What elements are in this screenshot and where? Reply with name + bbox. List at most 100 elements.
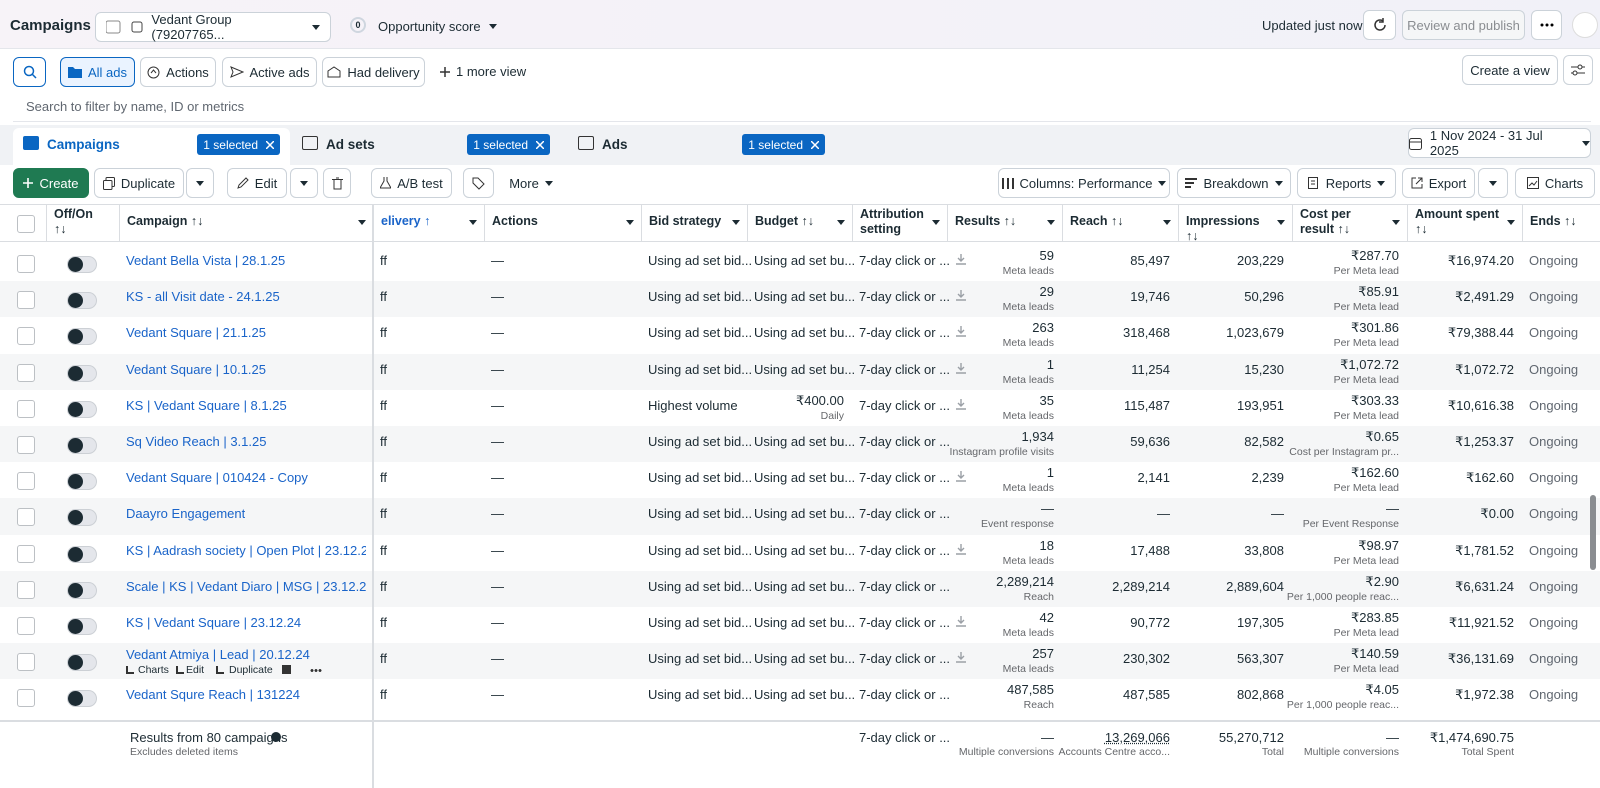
edit-menu[interactable] — [290, 168, 318, 198]
level-tab[interactable]: Campaigns 1 selected — [13, 128, 290, 165]
column-menu-caret[interactable] — [1277, 220, 1285, 225]
duplicate-button[interactable]: Duplicate — [94, 168, 184, 198]
column-menu-caret[interactable] — [1047, 220, 1055, 225]
toggle[interactable] — [67, 400, 97, 418]
campaign-link[interactable]: Vedant Squre Reach | 131224 — [126, 687, 300, 703]
column-header[interactable]: Campaign ↑↓ — [119, 205, 373, 241]
campaign-link[interactable]: KS | Vedant Square | 8.1.25 — [126, 397, 287, 413]
row-action[interactable]: Charts — [138, 664, 169, 677]
toggle[interactable] — [67, 618, 97, 635]
column-header[interactable]: Reach ↑↓ — [1062, 205, 1178, 241]
column-header[interactable]: Ends ↑↓ — [1522, 205, 1600, 241]
selected-chip[interactable]: 1 selected — [197, 134, 280, 155]
row-checkbox[interactable] — [17, 327, 35, 346]
edit-button[interactable]: Edit — [227, 168, 287, 198]
create-button[interactable]: Create — [13, 168, 89, 198]
export-button[interactable]: Export — [1402, 168, 1475, 198]
column-header[interactable]: Amount spent ↑↓ — [1407, 205, 1522, 241]
row-checkbox[interactable] — [17, 291, 35, 310]
campaign-link[interactable]: Scale | KS | Vedant Diaro | MSG | 23.12.… — [126, 578, 366, 594]
row-checkbox[interactable] — [17, 436, 35, 454]
clear-icon[interactable] — [535, 138, 545, 152]
charts-button[interactable]: Charts — [1515, 168, 1595, 198]
toggle[interactable] — [67, 292, 97, 310]
column-header[interactable]: Bid strategy — [641, 205, 747, 241]
view-tab[interactable]: Actions — [140, 57, 216, 87]
delete-button[interactable] — [323, 168, 351, 198]
campaign-link[interactable]: Vedant Square | 10.1.25 — [126, 361, 266, 377]
row-checkbox[interactable] — [17, 580, 35, 599]
header-checkbox[interactable] — [17, 215, 35, 233]
campaign-link[interactable]: KS | Aadrash society | Open Plot | 23.12… — [126, 542, 366, 558]
campaign-link[interactable]: KS | Vedant Square | 23.12.24 — [126, 615, 302, 630]
column-menu-caret[interactable] — [932, 220, 940, 225]
column-menu-caret[interactable] — [469, 220, 477, 225]
view-tab[interactable]: All ads — [60, 57, 135, 87]
column-header[interactable]: Attribution setting — [852, 205, 947, 241]
refresh-button[interactable] — [1363, 10, 1396, 40]
search-input[interactable]: Search to filter by name, ID or metrics — [13, 94, 1591, 122]
opportunity-score[interactable]: Opportunity score — [378, 19, 497, 34]
row-checkbox[interactable] — [17, 472, 35, 491]
review-publish-button[interactable]: Review and publish — [1402, 10, 1525, 40]
selected-chip[interactable]: 1 selected — [467, 134, 550, 155]
row-checkbox[interactable] — [17, 255, 35, 273]
toggle[interactable] — [67, 473, 97, 491]
selected-chip[interactable]: 1 selected — [742, 134, 825, 155]
more-button[interactable] — [1531, 10, 1562, 40]
avatar[interactable] — [1572, 12, 1598, 38]
row-checkbox[interactable] — [17, 617, 35, 635]
column-menu-caret[interactable] — [358, 220, 366, 225]
search-button[interactable] — [13, 57, 46, 87]
create-view-button[interactable]: Create a view — [1462, 55, 1558, 85]
column-menu-caret[interactable] — [626, 220, 634, 225]
column-menu-caret[interactable] — [732, 220, 740, 225]
clear-icon[interactable] — [810, 138, 820, 152]
column-header[interactable]: elivery ↑ — [373, 205, 484, 241]
row-checkbox[interactable] — [17, 399, 35, 418]
toggle[interactable] — [67, 364, 97, 382]
duplicate-menu[interactable] — [186, 168, 214, 198]
campaign-link[interactable]: Sq Video Reach | 3.1.25 — [126, 434, 267, 449]
campaign-link[interactable]: Vedant Square | 010424 - Copy — [126, 470, 308, 486]
ab-test-button[interactable]: A/B test — [371, 168, 452, 198]
column-menu-caret[interactable] — [1163, 220, 1171, 225]
more-menu[interactable]: More — [502, 168, 560, 198]
column-header[interactable]: Cost per result ↑↓ — [1292, 205, 1407, 241]
toggle[interactable] — [67, 581, 97, 599]
toggle[interactable] — [67, 328, 97, 346]
toggle[interactable] — [67, 509, 97, 527]
toggle[interactable] — [67, 690, 97, 708]
toggle[interactable] — [67, 654, 97, 672]
reports-button[interactable]: Reports — [1297, 168, 1396, 198]
row-checkbox[interactable] — [17, 689, 35, 708]
row-action[interactable]: Duplicate — [229, 664, 273, 677]
campaign-link[interactable]: Vedant Atmiya | Lead | 20.12.24 — [126, 647, 310, 663]
column-header[interactable]: Off/On ↑↓ — [46, 205, 119, 241]
export-menu[interactable] — [1478, 168, 1508, 198]
more-views[interactable]: 1 more view — [440, 64, 526, 79]
column-header[interactable]: Results ↑↓ — [947, 205, 1062, 241]
column-menu-caret[interactable] — [1507, 220, 1515, 225]
date-picker[interactable]: 1 Nov 2024 - 31 Jul 2025 — [1408, 128, 1591, 158]
breakdown-button[interactable]: Breakdown — [1177, 168, 1291, 198]
row-checkbox[interactable] — [17, 508, 35, 527]
toggle[interactable] — [67, 545, 97, 563]
more-dots[interactable] — [310, 669, 322, 673]
clear-icon[interactable] — [265, 138, 275, 152]
columns-button[interactable]: Columns: Performance — [998, 168, 1170, 198]
view-tab[interactable]: Had delivery — [322, 57, 425, 87]
row-checkbox[interactable] — [17, 544, 35, 563]
tag-button[interactable] — [463, 168, 494, 198]
campaign-link[interactable]: KS - all Visit date - 24.1.25 — [126, 289, 280, 305]
settings-button[interactable] — [1563, 55, 1593, 85]
campaign-link[interactable]: Daayro Engagement — [126, 506, 246, 522]
toggle[interactable] — [67, 437, 97, 454]
level-tab[interactable]: Ads 1 selected — [568, 128, 835, 165]
row-checkbox[interactable] — [17, 653, 35, 672]
row-action[interactable]: Edit — [186, 664, 205, 677]
row-checkbox[interactable] — [17, 363, 35, 382]
column-header[interactable]: Budget ↑↓ — [747, 205, 852, 241]
column-header[interactable]: Impressions ↑↓ — [1178, 205, 1292, 243]
level-tab[interactable]: Ad sets 1 selected — [292, 128, 560, 165]
